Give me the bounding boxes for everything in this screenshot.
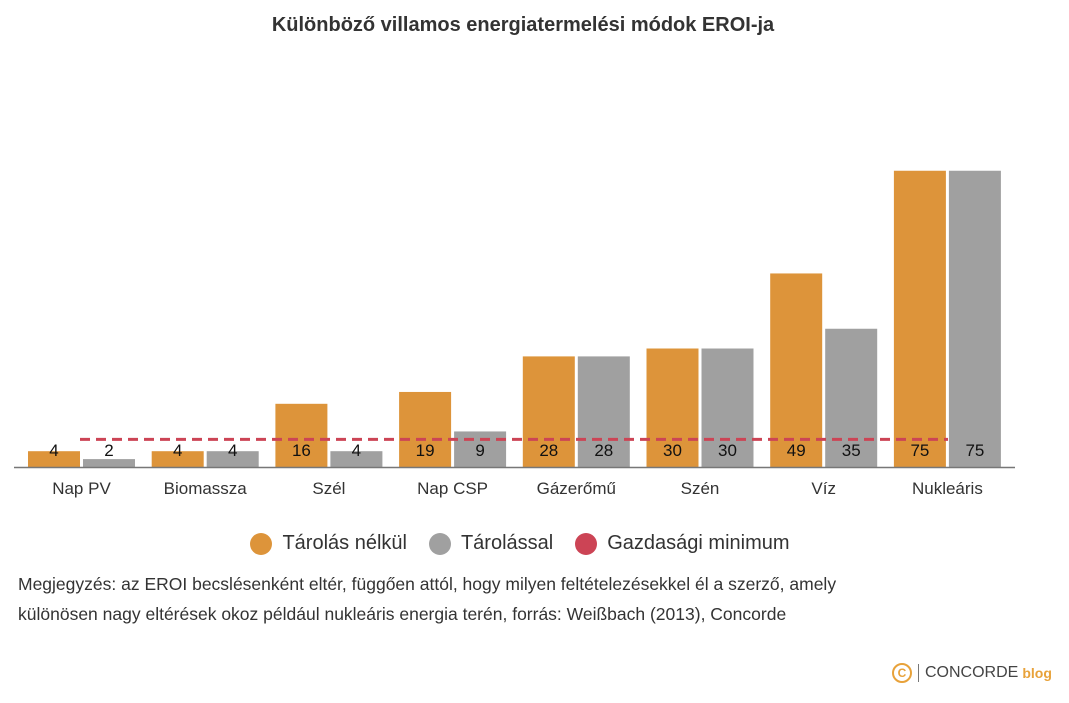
- legend: Tárolás nélkül Tárolással Gazdasági mini…: [0, 532, 1040, 555]
- bar-no-storage-4: [522, 356, 575, 467]
- data-label-storage-4: 28: [594, 441, 613, 460]
- bars-group: [28, 170, 1001, 467]
- data-label-no-storage-6: 49: [787, 441, 806, 460]
- x-tick-label-6: Víz: [811, 479, 836, 498]
- x-tick-label-4: Gázerőmű: [537, 479, 616, 498]
- legend-dot-storage: [428, 532, 451, 555]
- copyright-c-icon: C: [892, 663, 912, 683]
- data-label-no-storage-1: 4: [173, 441, 182, 460]
- data-label-storage-1: 4: [228, 441, 237, 460]
- legend-item-no-storage[interactable]: Tárolás nélkül: [250, 532, 407, 555]
- data-label-storage-5: 30: [718, 441, 737, 460]
- data-label-no-storage-5: 30: [663, 441, 682, 460]
- bar-storage-0: [83, 459, 135, 467]
- bar-storage-5: [701, 348, 754, 467]
- data-label-storage-6: 35: [842, 441, 861, 460]
- logo-divider: [918, 664, 919, 682]
- footnote-line-2: különösen nagy eltérések okoz például nu…: [18, 604, 787, 624]
- data-label-storage-3: 9: [475, 441, 484, 460]
- bar-no-storage-6: [770, 273, 823, 467]
- legend-label-storage: Tárolással: [460, 532, 554, 554]
- legend-label-no-storage: Tárolás nélkül: [282, 532, 407, 554]
- bar-no-storage-1: [151, 451, 204, 467]
- bar-no-storage-0: [28, 451, 80, 467]
- bar-storage-6: [825, 328, 878, 467]
- data-label-no-storage-4: 28: [539, 441, 558, 460]
- x-tick-labels-group: Nap PV Biomassza Szél Nap CSP Gázerőmű Szén Ví…: [52, 479, 983, 498]
- footnote-line-1: Megjegyzés: az EROI becslésenként eltér,…: [18, 574, 837, 594]
- x-tick-label-0: Nap PV: [52, 479, 111, 498]
- data-label-no-storage-0: 4: [49, 441, 58, 460]
- legend-label-economic-minimum: Gazdasági minimum: [607, 532, 790, 554]
- chart-title: Különböző villamos energiatermelési módo…: [271, 14, 775, 36]
- bar-storage-4: [577, 356, 630, 467]
- data-labels-group: 4 2 4 4 16 4 19 9 28 28 30 30 49 35 75 75: [49, 441, 984, 460]
- bar-storage-7: [948, 170, 1001, 467]
- bar-no-storage-5: [646, 348, 699, 467]
- data-label-no-storage-7: 75: [910, 441, 929, 460]
- legend-item-storage[interactable]: Tárolással: [428, 532, 554, 555]
- bar-no-storage-2: [275, 403, 328, 467]
- x-tick-label-3: Nap CSP: [417, 479, 488, 498]
- concorde-logo[interactable]: C CONCORDE blog: [892, 663, 1052, 683]
- data-label-no-storage-3: 19: [416, 441, 435, 460]
- x-tick-label-5: Szén: [681, 479, 720, 498]
- data-label-storage-0: 2: [104, 441, 113, 460]
- x-tick-label-7: Nukleáris: [912, 479, 983, 498]
- legend-dot-economic-minimum: [575, 532, 598, 555]
- data-label-storage-7: 75: [965, 441, 984, 460]
- footnote: Megjegyzés: az EROI becslésenként eltér,…: [18, 569, 1038, 629]
- bar-storage-1: [206, 451, 259, 467]
- x-tick-label-1: Biomassza: [164, 479, 248, 498]
- legend-item-economic-minimum[interactable]: Gazdasági minimum: [575, 532, 790, 555]
- logo-brand: CONCORDE: [925, 664, 1019, 681]
- data-label-storage-2: 4: [352, 441, 361, 460]
- bar-storage-2: [330, 451, 383, 467]
- legend-dot-no-storage: [250, 532, 273, 555]
- bar-storage-3: [454, 431, 507, 467]
- data-label-no-storage-2: 16: [292, 441, 311, 460]
- bar-no-storage-3: [399, 391, 452, 467]
- logo-suffix: blog: [1022, 665, 1052, 681]
- bar-no-storage-7: [893, 170, 946, 467]
- x-tick-label-2: Szél: [312, 479, 345, 498]
- bar-chart: 4 2 4 4 16 4 19 9 28 28 30 30 49 35 75 75 Nap PV Biomass…: [14, 170, 1015, 498]
